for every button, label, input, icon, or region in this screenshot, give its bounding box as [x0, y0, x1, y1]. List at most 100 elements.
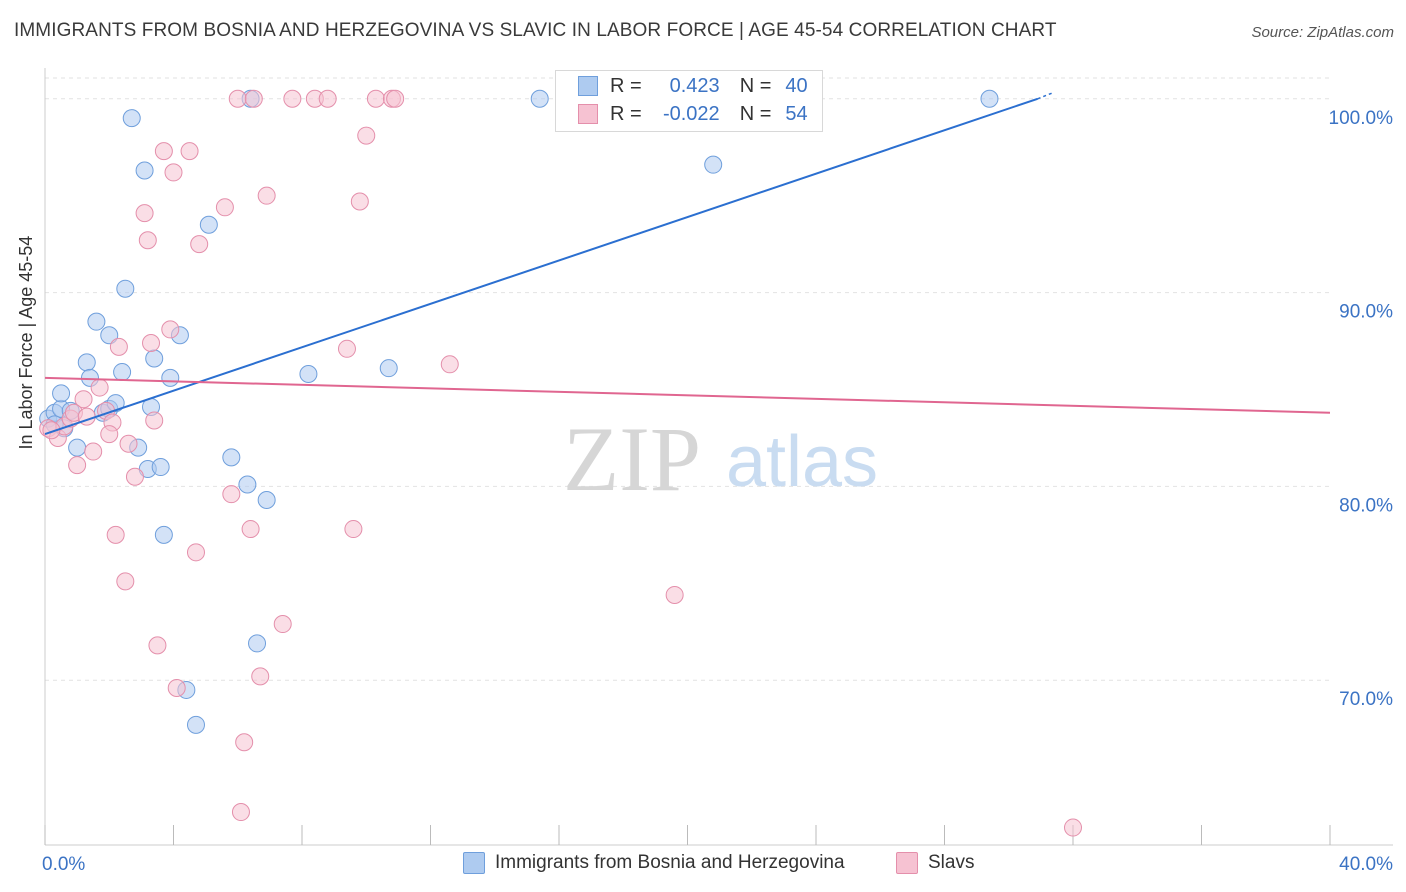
slavs-point: [440, 355, 459, 374]
x-tick-label: 40.0%: [1339, 854, 1393, 875]
trend-lines: [44, 92, 1331, 436]
slavs-point: [167, 679, 186, 697]
axes: [44, 68, 1393, 846]
watermark-atlas: atlas: [726, 422, 878, 502]
data-points: [39, 89, 1082, 837]
slavs-point: [138, 231, 157, 250]
slavs-point: [235, 733, 254, 752]
bosnia-point: [77, 353, 96, 372]
slavs-point: [350, 192, 369, 211]
bosnia-point: [161, 368, 180, 387]
bosnia-point: [530, 89, 549, 108]
bosnia-point: [257, 490, 276, 509]
watermark-zip: ZIP: [563, 408, 701, 510]
stats-row-slavs: R = -0.022 N = 54: [578, 101, 808, 127]
bosnia-point: [113, 363, 132, 382]
r-label: R =: [610, 74, 642, 97]
legend-item-slavs[interactable]: Slavs: [896, 852, 974, 874]
slavs-point: [109, 337, 128, 356]
bosnia-point: [135, 161, 154, 180]
bosnia-point: [87, 312, 106, 331]
slavs-point: [42, 421, 61, 440]
slavs-point: [318, 89, 337, 108]
bosnia-point: [122, 109, 141, 128]
slavs-point: [164, 163, 183, 182]
slavs-swatch: [578, 104, 598, 124]
bosnia-point: [379, 359, 398, 378]
slavs-point: [357, 126, 376, 145]
legend-label-bosnia: Immigrants from Bosnia and Herzegovina: [495, 852, 845, 873]
bosnia-trend-line: [44, 97, 1038, 436]
slavs-point: [106, 525, 125, 544]
slavs-point: [135, 204, 154, 223]
slavs-point: [228, 89, 247, 108]
slavs-point: [222, 485, 241, 504]
slavs-point: [273, 615, 292, 634]
n-label: N =: [739, 74, 772, 97]
slavs-point: [231, 803, 250, 822]
bosnia-point: [186, 715, 205, 734]
slavs-legend-swatch: [896, 852, 918, 874]
slavs-point: [142, 333, 161, 352]
r-value: 0.423: [669, 74, 720, 97]
y-tick-label: 80.0%: [1339, 495, 1393, 516]
slavs-point: [366, 89, 385, 108]
slavs-point: [116, 572, 135, 591]
bosnia-point: [199, 215, 218, 234]
slavs-point: [186, 543, 205, 562]
stats-legend: R = 0.423 N = 40 R = -0.022 N = 54: [555, 70, 823, 132]
r-label: R =: [610, 102, 642, 125]
slavs-point: [1064, 818, 1082, 837]
gridlines: [45, 77, 1330, 681]
n-value: 40: [785, 74, 808, 97]
slavs-point: [244, 89, 263, 108]
chart-title: IMMIGRANTS FROM BOSNIA AND HERZEGOVINA V…: [14, 20, 1057, 41]
slavs-point: [74, 390, 93, 409]
x-tick-label: 0.0%: [42, 854, 85, 875]
slavs-point: [344, 520, 363, 539]
n-value: 54: [785, 102, 808, 125]
slavs-point: [119, 434, 138, 453]
bosnia-swatch: [578, 76, 598, 96]
watermark: ZIP atlas: [563, 408, 878, 510]
slavs-point: [283, 89, 302, 108]
slavs-point: [145, 411, 164, 430]
slavs-point: [665, 585, 684, 604]
slavs-point: [251, 667, 270, 686]
tick-labels: 70.0% 80.0% 90.0% 100.0% 0.0% 40.0%: [42, 108, 1393, 875]
bosnia-trend-extension: [1037, 92, 1054, 100]
bosnia-point: [238, 475, 257, 494]
legend-label-slavs: Slavs: [928, 852, 975, 873]
legend-item-bosnia[interactable]: Immigrants from Bosnia and Herzegovina: [463, 852, 845, 874]
slavs-point: [84, 442, 103, 461]
slavs-point: [215, 198, 234, 217]
bosnia-point: [52, 384, 71, 403]
bosnia-point: [248, 634, 267, 653]
slavs-point: [125, 467, 144, 486]
bosnia-point: [222, 448, 241, 467]
stats-row-bosnia: R = 0.423 N = 40: [578, 73, 808, 99]
slavs-trend-line: [44, 376, 1331, 414]
slavs-point: [90, 378, 109, 397]
bosnia-point: [100, 326, 119, 345]
slavs-point: [190, 235, 209, 254]
source-label: Source: ZipAtlas.com: [1251, 24, 1394, 41]
slavs-point: [337, 339, 356, 358]
bosnia-point: [68, 438, 87, 457]
y-tick-label: 100.0%: [1329, 108, 1394, 129]
bosnia-point: [145, 349, 164, 368]
bosnia-point: [151, 458, 170, 477]
slavs-point: [68, 456, 87, 475]
y-tick-label: 90.0%: [1339, 302, 1393, 323]
bosnia-point: [299, 365, 318, 383]
bosnia-point: [116, 279, 135, 298]
bosnia-legend-swatch: [463, 852, 485, 874]
slavs-point: [386, 89, 405, 108]
n-label: N =: [739, 102, 772, 125]
y-axis-label: In Labor Force | Age 45-54: [16, 235, 36, 450]
slavs-point: [241, 520, 260, 539]
slavs-point: [257, 186, 276, 205]
slavs-point: [154, 142, 173, 161]
r-value: -0.022: [662, 102, 720, 125]
